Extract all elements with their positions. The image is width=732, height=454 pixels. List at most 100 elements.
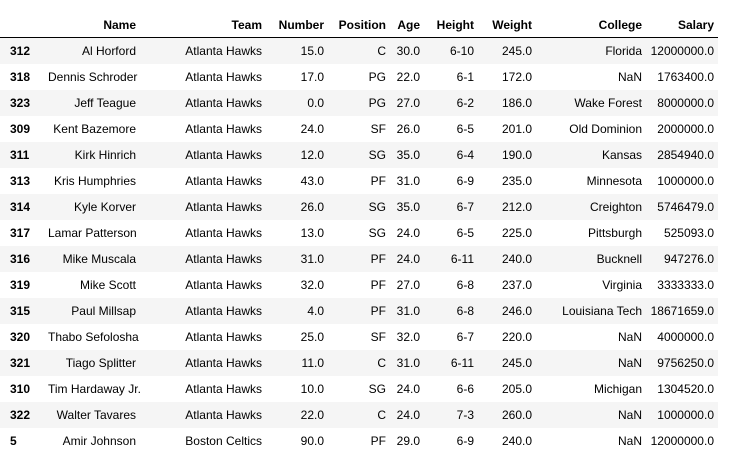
row-index-cell: 318 (0, 64, 44, 90)
cell-number: 11.0 (266, 350, 328, 376)
header-row: Name Team Number Position Age Height Wei… (0, 12, 718, 38)
column-header-number: Number (266, 12, 328, 38)
column-header-name: Name (44, 12, 140, 38)
cell-weight: 186.0 (478, 90, 536, 116)
cell-salary: 3333333.0 (646, 272, 718, 298)
cell-name: Mike Muscala (44, 246, 140, 272)
column-header-college: College (536, 12, 646, 38)
cell-height: 6-5 (424, 116, 478, 142)
cell-weight: 212.0 (478, 194, 536, 220)
cell-number: 43.0 (266, 168, 328, 194)
cell-number: 26.0 (266, 194, 328, 220)
cell-salary: 2000000.0 (646, 116, 718, 142)
row-index-cell: 5 (0, 428, 44, 454)
cell-position: PF (328, 168, 390, 194)
cell-position: SG (328, 376, 390, 402)
cell-number: 25.0 (266, 324, 328, 350)
cell-number: 0.0 (266, 90, 328, 116)
row-index-cell: 309 (0, 116, 44, 142)
row-index-cell: 323 (0, 90, 44, 116)
cell-college: Creighton (536, 194, 646, 220)
cell-college: Bucknell (536, 246, 646, 272)
cell-height: 6-7 (424, 324, 478, 350)
cell-name: Tim Hardaway Jr. (44, 376, 140, 402)
column-header-team: Team (140, 12, 266, 38)
cell-position: PG (328, 64, 390, 90)
cell-weight: 201.0 (478, 116, 536, 142)
row-index-cell: 321 (0, 350, 44, 376)
cell-number: 4.0 (266, 298, 328, 324)
row-index-cell: 320 (0, 324, 44, 350)
cell-team: Atlanta Hawks (140, 64, 266, 90)
cell-name: Dennis Schroder (44, 64, 140, 90)
cell-team: Boston Celtics (140, 428, 266, 454)
cell-age: 24.0 (390, 220, 424, 246)
cell-college: Kansas (536, 142, 646, 168)
cell-name: Kirk Hinrich (44, 142, 140, 168)
cell-team: Atlanta Hawks (140, 168, 266, 194)
cell-number: 15.0 (266, 38, 328, 65)
cell-position: SF (328, 324, 390, 350)
cell-team: Atlanta Hawks (140, 298, 266, 324)
cell-number: 32.0 (266, 272, 328, 298)
cell-position: C (328, 38, 390, 65)
cell-age: 24.0 (390, 246, 424, 272)
cell-age: 30.0 (390, 38, 424, 65)
cell-height: 6-11 (424, 246, 478, 272)
cell-salary: 4000000.0 (646, 324, 718, 350)
cell-age: 29.0 (390, 428, 424, 454)
cell-position: PG (328, 90, 390, 116)
cell-college: NaN (536, 64, 646, 90)
cell-age: 26.0 (390, 116, 424, 142)
cell-weight: 240.0 (478, 428, 536, 454)
cell-team: Atlanta Hawks (140, 194, 266, 220)
cell-position: PF (328, 428, 390, 454)
column-header-age: Age (390, 12, 424, 38)
cell-number: 24.0 (266, 116, 328, 142)
cell-college: Michigan (536, 376, 646, 402)
cell-number: 17.0 (266, 64, 328, 90)
cell-college: Virginia (536, 272, 646, 298)
cell-salary: 8000000.0 (646, 90, 718, 116)
cell-weight: 237.0 (478, 272, 536, 298)
cell-name: Lamar Patterson (44, 220, 140, 246)
cell-college: NaN (536, 350, 646, 376)
cell-weight: 190.0 (478, 142, 536, 168)
cell-name: Walter Tavares (44, 402, 140, 428)
cell-weight: 235.0 (478, 168, 536, 194)
row-index-cell: 315 (0, 298, 44, 324)
cell-height: 6-4 (424, 142, 478, 168)
cell-weight: 225.0 (478, 220, 536, 246)
column-header-salary: Salary (646, 12, 718, 38)
cell-salary: 2854940.0 (646, 142, 718, 168)
cell-number: 22.0 (266, 402, 328, 428)
cell-position: PF (328, 272, 390, 298)
cell-weight: 260.0 (478, 402, 536, 428)
cell-team: Atlanta Hawks (140, 116, 266, 142)
index-header (0, 12, 44, 38)
cell-name: Tiago Splitter (44, 350, 140, 376)
cell-weight: 240.0 (478, 246, 536, 272)
cell-college: NaN (536, 402, 646, 428)
cell-height: 6-10 (424, 38, 478, 65)
cell-team: Atlanta Hawks (140, 142, 266, 168)
cell-name: Thabo Sefolosha (44, 324, 140, 350)
cell-position: SG (328, 220, 390, 246)
cell-name: Jeff Teague (44, 90, 140, 116)
cell-height: 6-11 (424, 350, 478, 376)
cell-age: 35.0 (390, 142, 424, 168)
cell-position: SG (328, 142, 390, 168)
cell-number: 13.0 (266, 220, 328, 246)
row-index-cell: 311 (0, 142, 44, 168)
